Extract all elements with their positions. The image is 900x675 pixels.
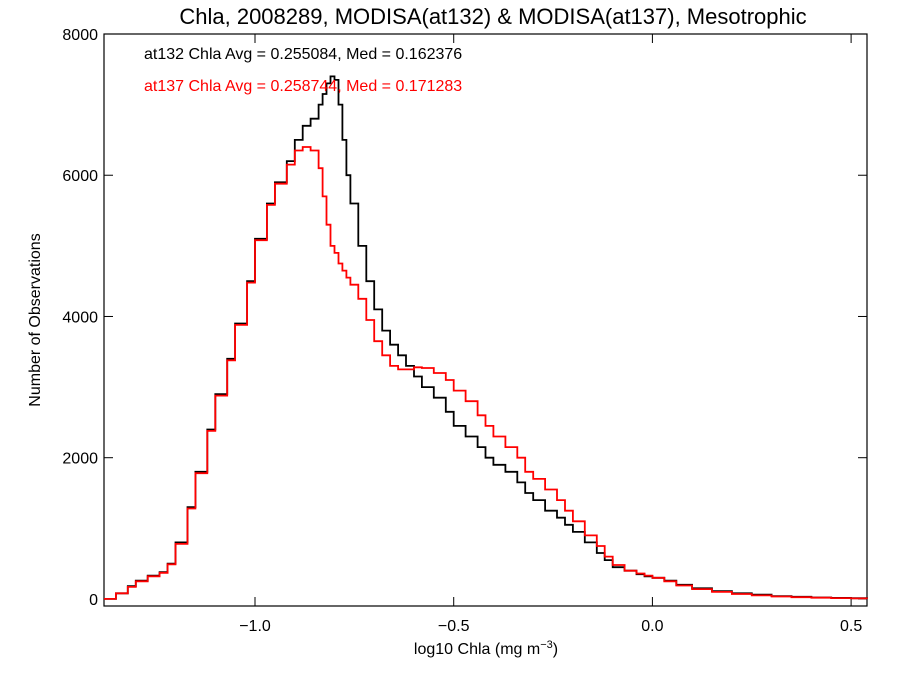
y-tick-label: 8000 xyxy=(62,27,98,44)
y-tick-label: 0 xyxy=(89,592,98,609)
x-axis-label-superscript: −3 xyxy=(540,639,553,651)
y-tick-label: 2000 xyxy=(62,451,98,468)
annotation-at132: at132 Chla Avg = 0.255084, Med = 0.16237… xyxy=(144,46,462,63)
chart-title: Chla, 2008289, MODISA(at132) & MODISA(at… xyxy=(179,4,806,29)
series-at132-line xyxy=(104,75,868,600)
x-axis-label: log10 Chla (mg m−3) xyxy=(414,639,558,658)
annotation-at137: at137 Chla Avg = 0.258744, Med = 0.17128… xyxy=(144,78,462,95)
x-tick-label: −0.5 xyxy=(438,618,470,635)
x-tick-label: 0.5 xyxy=(840,618,862,635)
series-at137-line xyxy=(104,146,868,600)
series-layer xyxy=(104,75,868,600)
axis-ticks: −1.0 −0.5 0.0 0.5 0 2000 4000 6000 8000 xyxy=(62,27,867,635)
x-tick-label: 0.0 xyxy=(641,618,663,635)
plot-frame xyxy=(103,33,868,607)
y-tick-label: 4000 xyxy=(62,309,98,326)
y-tick-label: 6000 xyxy=(62,168,98,185)
x-tick-label: −1.0 xyxy=(239,618,271,635)
x-axis-label-main: log10 Chla (mg m xyxy=(414,641,540,658)
x-axis-label-close: ) xyxy=(553,641,558,658)
y-axis-label: Number of Observations xyxy=(27,233,44,406)
